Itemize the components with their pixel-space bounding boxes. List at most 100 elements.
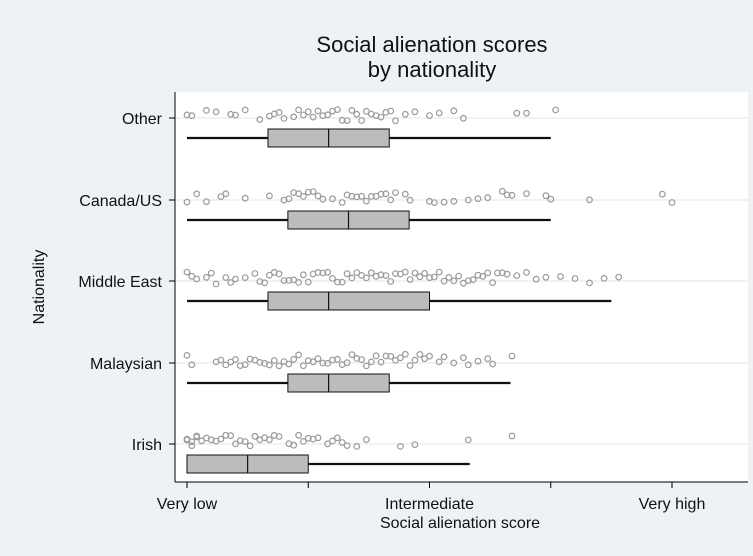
data-point-irish [338,439,346,446]
data-point-middle-east [387,278,395,285]
data-point-other [338,116,346,124]
data-point-irish [343,442,351,450]
data-point-irish [193,433,201,441]
data-point-malaysian [314,355,322,363]
data-point-canada-us [498,187,506,195]
box-middle-east [267,291,430,311]
data-point-canada-us [387,196,395,204]
data-point-middle-east [586,279,593,287]
data-point-irish [314,434,322,442]
y-axis-label: Nationality [31,250,48,325]
data-point-canada-us [202,198,210,206]
box-malaysian [287,373,390,393]
data-point-other [460,114,467,122]
x-tick-label: Intermediate [385,496,474,513]
data-point-middle-east [319,269,327,277]
data-point-other [227,110,235,118]
data-point-other [334,106,341,113]
data-point-other [188,112,196,120]
data-point-irish [464,436,472,444]
data-point-malaysian [474,357,482,365]
data-point-other [280,114,288,122]
data-point-other [392,117,399,125]
data-point-other [241,106,249,114]
data-point-middle-east [382,272,390,280]
data-point-irish [290,441,298,449]
data-point-irish [304,434,312,442]
data-point-middle-east [227,279,235,286]
data-point-middle-east [421,269,429,277]
data-point-canada-us [193,190,201,198]
data-point-middle-east [188,272,196,280]
data-point-malaysian [460,354,467,362]
data-point-irish [227,432,235,440]
data-point-irish [329,437,336,445]
data-point-other [358,117,366,124]
data-point-middle-east [435,268,443,276]
data-point-malaysian [295,351,303,359]
data-point-middle-east [285,277,293,284]
data-point-middle-east [392,270,399,278]
data-point-middle-east [469,276,477,284]
data-point-malaysian [411,356,419,364]
data-point-malaysian [348,351,356,359]
data-point-middle-east [207,269,215,277]
data-point-other [523,109,530,117]
data-point-other [232,111,239,119]
y-tick-label-canada-us: Canada/US [79,193,162,210]
data-point-other [300,111,307,119]
data-point-canada-us [329,195,336,203]
data-point-other [343,117,351,124]
data-point-middle-east [523,269,530,276]
data-point-middle-east [377,271,385,279]
y-tick-label-other: Other [122,111,163,128]
data-point-malaysian [397,354,404,362]
data-point-irish [324,440,332,448]
y-tick-label-irish: Irish [132,437,162,454]
data-point-irish [232,440,239,448]
data-point-malaysian [406,362,414,369]
data-point-malaysian [382,352,390,360]
data-point-malaysian [270,357,278,364]
data-point-middle-east [222,274,230,281]
data-point-canada-us [668,199,676,206]
data-point-irish [251,432,259,440]
data-point-malaysian [334,355,341,363]
data-point-other [212,108,220,116]
data-point-middle-east [600,274,608,282]
data-point-middle-east [474,271,482,279]
data-point-other [295,106,303,114]
data-point-malaysian [464,361,472,369]
data-point-canada-us [392,189,399,197]
data-point-malaysian [358,356,366,364]
data-point-malaysian [489,360,497,368]
data-point-other [377,113,385,121]
data-point-canada-us [586,196,593,204]
axes-layer [174,92,748,483]
data-point-middle-east [411,269,419,277]
x-tick-label: Very low [157,496,218,513]
data-point-canada-us [523,190,530,198]
data-point-middle-east [445,274,453,281]
data-point-malaysian [416,351,424,358]
data-point-malaysian [246,355,254,363]
data-point-middle-east [193,275,201,283]
data-point-other [353,110,361,118]
data-point-canada-us [484,194,492,202]
data-point-malaysian [401,350,409,358]
data-point-malaysian [319,359,327,367]
data-point-canada-us [406,196,414,204]
data-point-middle-east [295,279,303,286]
data-point-irish [295,431,303,439]
data-point-canada-us [266,192,273,200]
data-point-malaysian [232,356,239,363]
data-point-malaysian [435,358,443,366]
y-tick-label-middle-east: Middle East [78,274,162,291]
label-layer: Other Canada/US Middle East Malaysian Irish V… [78,111,705,513]
data-point-canada-us [450,197,458,205]
data-point-malaysian [241,361,249,369]
chart-title-line-2: by nationality [368,57,496,82]
data-point-other [309,113,317,121]
data-point-malaysian [285,360,293,368]
